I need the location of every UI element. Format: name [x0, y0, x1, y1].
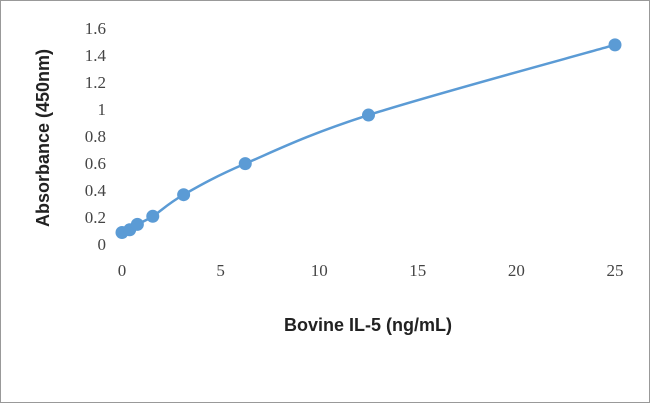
data-point [177, 188, 191, 202]
x-tick-label: 10 [311, 261, 328, 280]
x-tick-label: 0 [118, 261, 127, 280]
data-point [130, 217, 144, 231]
y-tick-label: 1.2 [85, 73, 106, 92]
data-point [146, 209, 160, 223]
y-tick-label: 1.4 [85, 46, 107, 65]
x-tick-label: 25 [607, 261, 624, 280]
y-tick-label: 0.6 [85, 154, 106, 173]
data-point [362, 108, 375, 122]
x-tick-label: 20 [508, 261, 525, 280]
data-point [608, 38, 622, 52]
y-tick-label: 0.8 [85, 127, 106, 146]
y-tick-label: 0 [98, 235, 107, 254]
x-axis-title: Bovine IL-5 (ng/mL) [284, 315, 452, 335]
x-tick-label: 15 [409, 261, 426, 280]
y-tick-label: 1.6 [85, 19, 106, 38]
y-tick-label: 0.2 [85, 208, 106, 227]
y-tick-label: 1 [98, 100, 107, 119]
y-axis-title: Absorbance (450nm) [33, 49, 53, 227]
y-tick-label: 0.4 [85, 181, 107, 200]
x-tick-label: 5 [216, 261, 225, 280]
data-point [238, 157, 252, 171]
